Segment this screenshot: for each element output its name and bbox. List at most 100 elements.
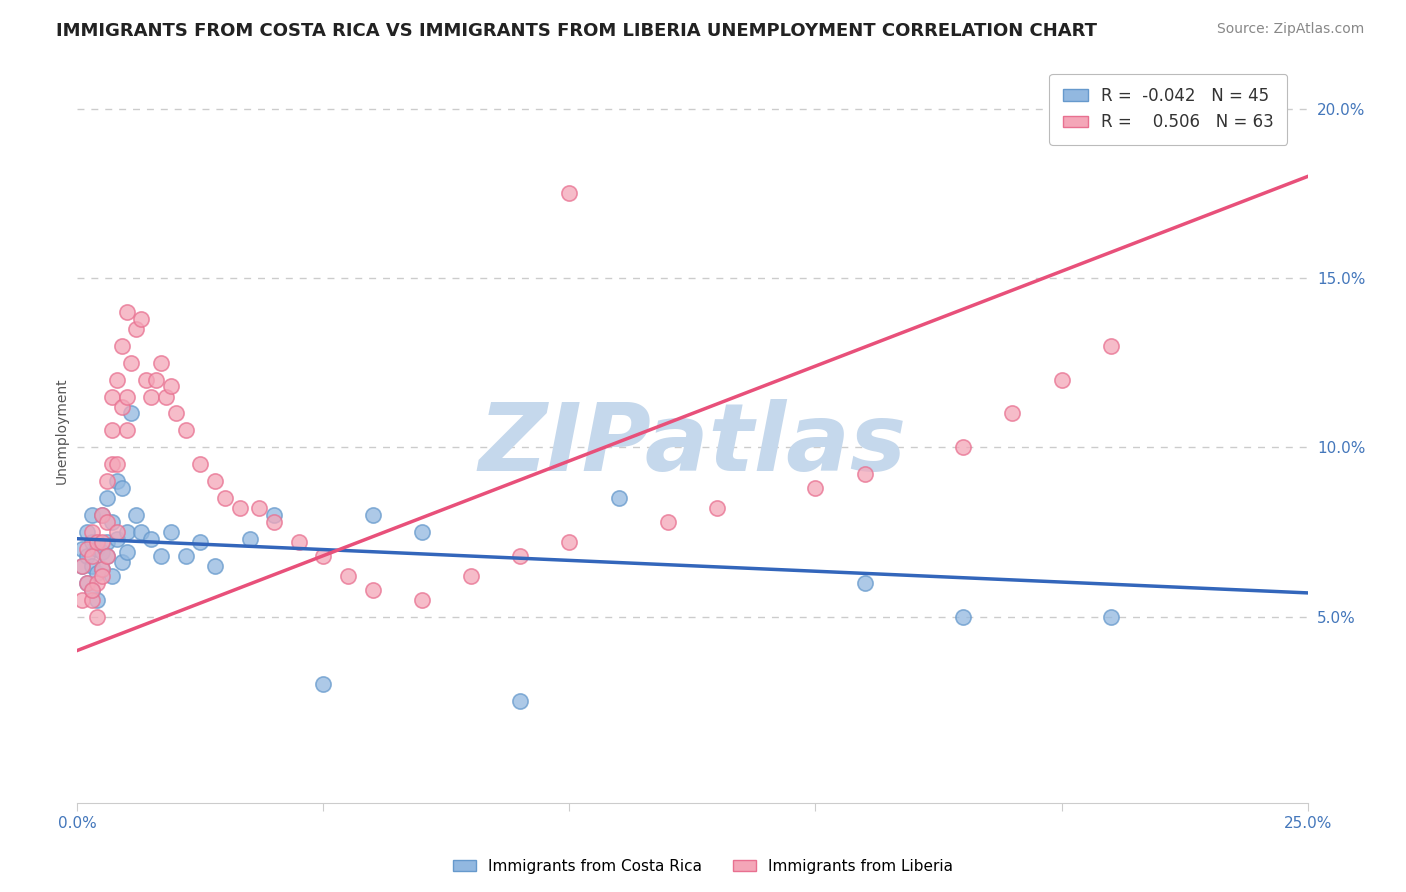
- Point: [160, 524, 183, 539]
- Point: [86, 609, 108, 624]
- Point: [174, 424, 197, 438]
- Text: IMMIGRANTS FROM COSTA RICA VS IMMIGRANTS FROM LIBERIA UNEMPLOYMENT CORRELATION C: IMMIGRANTS FROM COSTA RICA VS IMMIGRANTS…: [56, 22, 1097, 40]
- Point: [82, 582, 104, 597]
- Point: [82, 508, 104, 522]
- Point: [86, 566, 108, 580]
- Point: [86, 541, 108, 556]
- Point: [952, 440, 974, 454]
- Point: [706, 501, 728, 516]
- Point: [288, 535, 311, 549]
- Point: [160, 379, 183, 393]
- Point: [1099, 609, 1122, 624]
- Point: [141, 390, 163, 404]
- Point: [460, 569, 482, 583]
- Point: [96, 549, 118, 563]
- Point: [90, 545, 114, 559]
- Point: [115, 424, 138, 438]
- Point: [82, 592, 104, 607]
- Point: [96, 491, 118, 505]
- Point: [129, 524, 153, 539]
- Point: [90, 508, 114, 522]
- Point: [214, 491, 236, 505]
- Point: [90, 562, 114, 576]
- Point: [312, 549, 335, 563]
- Point: [76, 575, 98, 590]
- Point: [361, 582, 384, 597]
- Point: [111, 339, 132, 353]
- Y-axis label: Unemployment: Unemployment: [55, 377, 69, 483]
- Text: Source: ZipAtlas.com: Source: ZipAtlas.com: [1216, 22, 1364, 37]
- Point: [150, 356, 173, 370]
- Point: [105, 373, 128, 387]
- Point: [76, 541, 98, 556]
- Point: [135, 373, 157, 387]
- Point: [558, 186, 581, 201]
- Point: [121, 356, 143, 370]
- Point: [111, 556, 132, 570]
- Point: [204, 474, 226, 488]
- Point: [1050, 373, 1073, 387]
- Point: [141, 532, 163, 546]
- Point: [607, 491, 630, 505]
- Point: [188, 535, 212, 549]
- Point: [111, 481, 132, 495]
- Point: [86, 535, 108, 549]
- Point: [952, 609, 974, 624]
- Point: [657, 515, 679, 529]
- Point: [150, 549, 173, 563]
- Point: [509, 549, 531, 563]
- Point: [70, 558, 93, 573]
- Point: [76, 575, 98, 590]
- Point: [263, 515, 285, 529]
- Point: [90, 569, 114, 583]
- Point: [165, 407, 187, 421]
- Point: [82, 524, 104, 539]
- Point: [82, 549, 104, 563]
- Point: [105, 457, 128, 471]
- Point: [96, 535, 118, 549]
- Point: [70, 592, 93, 607]
- Point: [76, 524, 98, 539]
- Point: [853, 467, 876, 482]
- Point: [1001, 407, 1024, 421]
- Point: [249, 501, 271, 516]
- Point: [411, 524, 433, 539]
- Point: [263, 508, 285, 522]
- Point: [90, 562, 114, 576]
- Point: [411, 592, 433, 607]
- Point: [115, 305, 138, 319]
- Point: [312, 677, 335, 691]
- Legend: Immigrants from Costa Rica, Immigrants from Liberia: Immigrants from Costa Rica, Immigrants f…: [447, 853, 959, 880]
- Point: [96, 515, 118, 529]
- Point: [155, 390, 177, 404]
- Point: [361, 508, 384, 522]
- Point: [174, 549, 197, 563]
- Point: [145, 373, 167, 387]
- Point: [70, 541, 93, 556]
- Point: [111, 400, 132, 414]
- Point: [86, 592, 108, 607]
- Point: [228, 501, 252, 516]
- Point: [96, 474, 118, 488]
- Point: [90, 535, 114, 549]
- Point: [804, 481, 827, 495]
- Point: [101, 424, 124, 438]
- Point: [101, 390, 124, 404]
- Point: [101, 457, 124, 471]
- Legend: R =  -0.042   N = 45, R =    0.506   N = 63: R = -0.042 N = 45, R = 0.506 N = 63: [1049, 74, 1286, 145]
- Point: [204, 558, 226, 573]
- Point: [105, 532, 128, 546]
- Point: [96, 549, 118, 563]
- Point: [76, 549, 98, 563]
- Point: [121, 407, 143, 421]
- Point: [105, 524, 128, 539]
- Point: [558, 535, 581, 549]
- Point: [90, 508, 114, 522]
- Point: [129, 311, 153, 326]
- Point: [82, 535, 104, 549]
- Point: [1099, 339, 1122, 353]
- Point: [70, 558, 93, 573]
- Point: [101, 515, 124, 529]
- Point: [509, 694, 531, 708]
- Point: [115, 524, 138, 539]
